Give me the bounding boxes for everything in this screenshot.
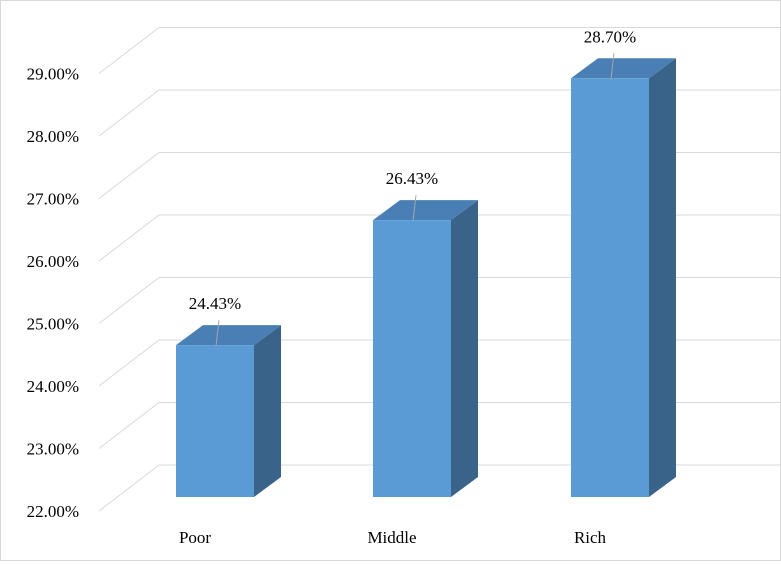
data-label: 28.70% xyxy=(584,27,636,46)
bar xyxy=(571,78,649,497)
bar-side xyxy=(649,58,676,497)
y-tick-label: 28.00% xyxy=(27,127,79,146)
x-axis-category-labels: Poor Middle Rich xyxy=(179,528,607,547)
gridline xyxy=(98,152,780,199)
y-tick-label: 26.00% xyxy=(27,252,79,271)
gridline xyxy=(98,27,780,74)
bars xyxy=(176,58,676,497)
data-label-leader xyxy=(412,195,417,222)
x-category-label: Rich xyxy=(574,528,607,547)
data-label: 24.43% xyxy=(189,294,241,313)
bar-top xyxy=(571,58,676,79)
bar-side xyxy=(451,200,478,497)
bar-side xyxy=(254,325,281,497)
x-category-label: Middle xyxy=(367,528,416,547)
bar xyxy=(373,220,451,497)
y-tick-label: 23.00% xyxy=(27,440,79,459)
y-tick-label: 22.00% xyxy=(27,502,79,521)
y-axis-tick-labels: 22.00% 23.00% 24.00% 25.00% 26.00% 27.00% 28.0… xyxy=(27,65,79,522)
data-label-leader xyxy=(215,320,220,347)
y-tick-label: 29.00% xyxy=(27,65,79,84)
gridlines xyxy=(98,27,780,512)
x-category-label: Poor xyxy=(179,528,211,547)
data-label-leader xyxy=(610,53,615,80)
y-tick-label: 24.00% xyxy=(27,377,79,396)
y-tick-label: 25.00% xyxy=(27,315,79,334)
gridline xyxy=(98,89,780,137)
bar-top xyxy=(176,325,281,346)
y-tick-label: 27.00% xyxy=(27,190,79,209)
data-label: 26.43% xyxy=(386,169,438,188)
bar-top xyxy=(373,200,478,221)
data-labels: 24.43% 26.43% 28.70% xyxy=(189,27,636,347)
bar xyxy=(176,345,254,497)
